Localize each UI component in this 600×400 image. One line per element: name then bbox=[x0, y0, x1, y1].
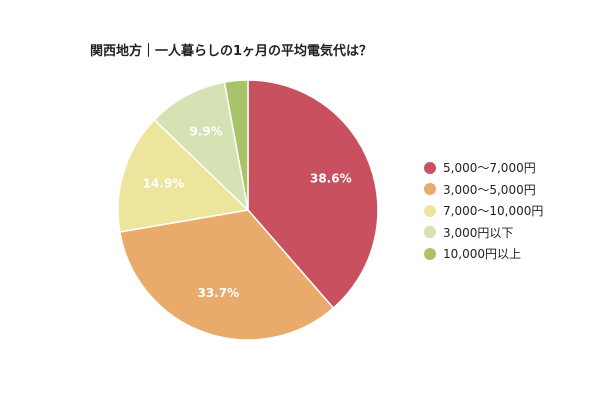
pie-slice-4 bbox=[223, 79, 249, 211]
slice-data-label-2: 14.9% bbox=[143, 177, 185, 191]
legend-label: 10,000円以上 bbox=[443, 247, 521, 262]
legend-item-over-10000: 10,000円以上 bbox=[424, 243, 543, 265]
legend-swatch bbox=[424, 204, 436, 217]
pie-slice-3 bbox=[153, 81, 250, 213]
chart-title: 関西地方｜一人暮らしの1ヶ月の平均電気代は？ bbox=[90, 44, 373, 59]
legend-label: 7,000〜10,000円 bbox=[443, 204, 544, 219]
legend-label: 3,000円以下 bbox=[443, 225, 514, 240]
legend-label: 5,000〜7,000円 bbox=[443, 161, 536, 176]
legend-swatch bbox=[424, 226, 436, 239]
legend-item-5000-7000: 5,000〜7,000円 bbox=[424, 157, 543, 179]
legend-item-3000-5000: 3,000〜5,000円 bbox=[424, 179, 543, 201]
legend-swatch bbox=[424, 247, 436, 260]
legend-label: 3,000〜5,000円 bbox=[443, 182, 536, 197]
pie-slice-0 bbox=[247, 79, 379, 310]
pie-slice-2 bbox=[117, 118, 250, 233]
legend-item-7000-10000: 7,000〜10,000円 bbox=[424, 200, 543, 222]
chart-legend: 5,000〜7,000円 3,000〜5,000円 7,000〜10,000円 … bbox=[424, 157, 543, 265]
legend-swatch bbox=[424, 183, 436, 196]
slice-data-label-0: 38.6% bbox=[310, 172, 352, 186]
legend-item-under-3000: 3,000円以下 bbox=[424, 222, 543, 244]
pie-slice-1 bbox=[118, 209, 335, 341]
slice-data-label-3: 9.9% bbox=[190, 125, 223, 139]
legend-swatch bbox=[424, 161, 436, 174]
slice-data-label-1: 33.7% bbox=[197, 286, 239, 300]
